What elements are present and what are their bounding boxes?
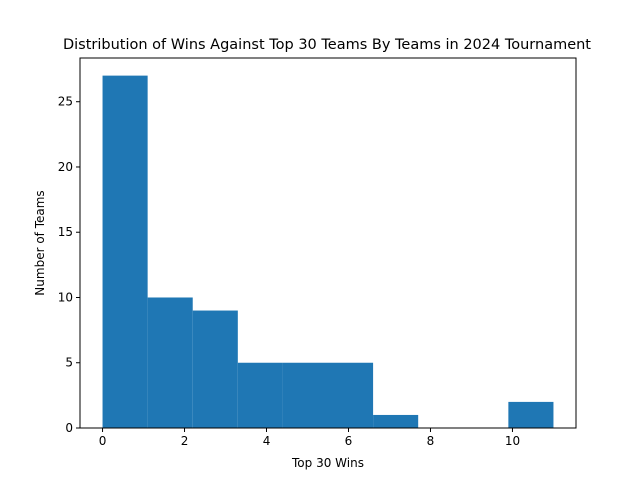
x-tick-label: 8: [427, 434, 435, 448]
x-tick-label: 6: [345, 434, 353, 448]
y-tick-label: 10: [58, 290, 73, 304]
y-tick-label: 25: [58, 95, 73, 109]
y-axis-ticks: 0 5 10 15 20 25: [58, 95, 80, 435]
x-axis-label: Top 30 Wins: [291, 456, 364, 470]
histogram-bar-0: [102, 75, 148, 428]
bars-group: [102, 75, 554, 428]
x-tick-label: 10: [505, 434, 520, 448]
histogram-bar-9: [508, 401, 554, 428]
x-tick-label: 2: [181, 434, 189, 448]
histogram-bar-3: [237, 362, 283, 428]
y-tick-label: 15: [58, 225, 73, 239]
histogram-bar-6: [373, 414, 419, 428]
histogram-bar-1: [147, 297, 193, 428]
x-tick-label: 4: [263, 434, 271, 448]
y-tick-label: 0: [65, 421, 73, 435]
y-axis-label: Number of Teams: [33, 190, 47, 295]
histogram-bar-4: [282, 362, 328, 428]
y-tick-label: 20: [58, 160, 73, 174]
x-tick-label: 0: [99, 434, 107, 448]
histogram-bar-5: [328, 362, 374, 428]
histogram-bar-2: [192, 310, 238, 428]
plot-frame: [79, 57, 577, 429]
y-tick-label: 5: [65, 356, 73, 370]
chart-title: Distribution of Wins Against Top 30 Team…: [63, 37, 591, 53]
x-axis-ticks: 0 2 4 6 8 10: [99, 428, 520, 448]
